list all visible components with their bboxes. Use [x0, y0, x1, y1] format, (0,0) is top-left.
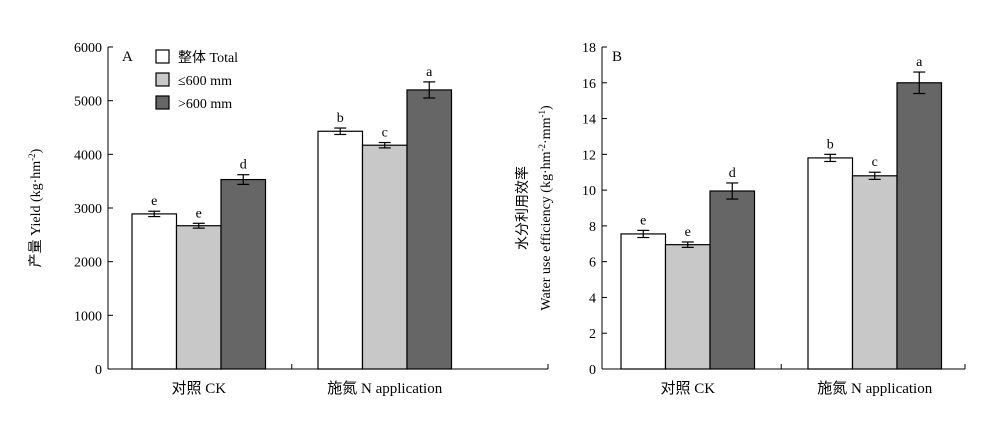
bar: [620, 233, 667, 370]
bar: [406, 89, 453, 370]
panel-label: A: [122, 49, 133, 65]
category-label: 施氮 N application: [327, 380, 442, 397]
bar: [175, 225, 222, 370]
significance-letter: c: [872, 155, 878, 170]
legend-swatch: [155, 95, 170, 110]
bar: [807, 157, 854, 370]
significance-letter: b: [827, 137, 834, 152]
bar: [664, 244, 711, 370]
y-axis-title: 产量 Yield (kg·hm-2): [27, 148, 44, 267]
y-tick-label: 14: [582, 113, 596, 128]
bar: [131, 213, 178, 370]
y-tick-label: 10: [582, 184, 596, 199]
significance-letter: d: [240, 158, 247, 173]
bar: [851, 175, 898, 370]
y-tick-label: 6000: [74, 41, 102, 56]
legend: 整体 Total ≤600 mm >600 mm: [155, 49, 238, 112]
y-tick-label: 2: [589, 327, 596, 342]
bar: [709, 190, 756, 370]
legend-label: >600 mm: [178, 97, 232, 112]
chart-panel-B: 0 2 4 6 8 10 12 14 16 18 e e d 对照 CK b c a 施氮 N applicati…: [514, 41, 966, 397]
y-axis-title-line2: Water use efficiency (kg·hm-2·mm-1): [537, 105, 554, 311]
legend-swatch: [155, 72, 170, 87]
significance-letter: e: [685, 225, 691, 240]
significance-letter: e: [196, 206, 202, 221]
legend-label: 整体 Total: [178, 50, 238, 66]
y-tick-label: 4: [589, 291, 596, 306]
bar: [361, 144, 408, 370]
significance-letter: b: [337, 111, 344, 126]
panel-label: B: [612, 49, 622, 65]
significance-letter: a: [916, 55, 923, 70]
legend-swatch: [155, 49, 170, 64]
chart-panel-A: 0 1000 2000 3000 4000 5000 6000 e e d 对照 CK b c a 施氮 N…: [27, 41, 549, 397]
y-tick-label: 18: [582, 41, 596, 56]
significance-letter: a: [426, 65, 433, 80]
y-tick-label: 8: [589, 220, 596, 235]
significance-letter: d: [729, 166, 736, 181]
y-tick-label: 5000: [74, 95, 102, 110]
significance-letter: e: [151, 194, 157, 209]
category-label: 对照 CK: [660, 380, 715, 397]
y-tick-label: 0: [589, 363, 596, 378]
y-tick-label: 16: [582, 77, 596, 92]
legend-label: ≤600 mm: [178, 74, 232, 89]
y-tick-label: 2000: [74, 256, 102, 271]
y-tick-label: 0: [95, 363, 102, 378]
y-tick-label: 3000: [74, 202, 102, 217]
y-axis-title-line1: 水分利用效率: [514, 166, 531, 250]
significance-letter: e: [640, 213, 646, 228]
significance-letter: c: [382, 126, 388, 141]
y-tick-label: 1000: [74, 309, 102, 324]
bar: [896, 82, 943, 370]
bar: [220, 178, 267, 370]
y-tick-label: 6: [589, 256, 596, 271]
bar: [317, 130, 364, 370]
y-tick-label: 12: [582, 148, 596, 163]
y-tick-label: 4000: [74, 148, 102, 163]
category-label: 施氮 N application: [817, 380, 932, 397]
category-label: 对照 CK: [171, 380, 226, 397]
